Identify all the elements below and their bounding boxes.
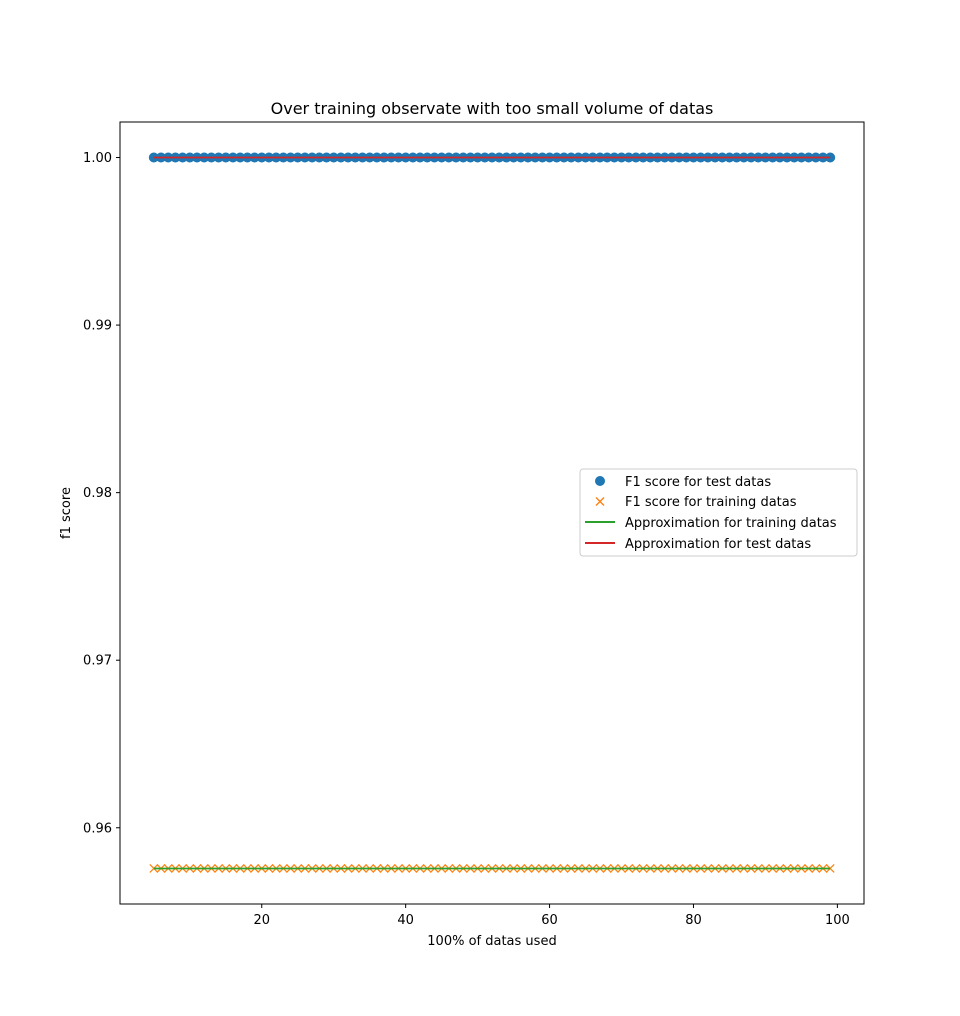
legend-label-training-approx: Approximation for training datas — [625, 516, 837, 531]
y-axis-label: f1 score — [59, 487, 74, 539]
series-layer — [148, 152, 836, 873]
x-tick-label: 80 — [685, 913, 702, 928]
y-tick-label: 1.00 — [83, 151, 112, 166]
x-tick-label: 100 — [825, 913, 850, 928]
legend-label-test-points: F1 score for test datas — [625, 475, 771, 490]
y-tick-label: 0.96 — [83, 821, 112, 836]
legend-marker-training-points — [595, 497, 605, 506]
y-tick-label: 0.97 — [83, 654, 112, 669]
x-axis-label: 100% of datas used — [427, 934, 556, 949]
legend-label-test-approx: Approximation for test datas — [625, 537, 811, 552]
x-tick-label: 40 — [397, 913, 414, 928]
x-tick-label: 60 — [541, 913, 558, 928]
legend-label-training-points: F1 score for training datas — [625, 495, 797, 510]
legend-marker-test-points — [595, 476, 605, 486]
chart-title: Over training observate with too small v… — [271, 99, 714, 118]
y-tick-label: 0.98 — [83, 486, 112, 501]
y-tick-label: 0.99 — [83, 319, 112, 334]
x-tick-label: 20 — [253, 913, 270, 928]
plot-frame — [119, 121, 865, 905]
axes-layer: 20 40 60 80 100 0.96 0.97 0.98 0.99 1.00 — [83, 151, 850, 928]
legend: F1 score for test datas F1 score for tra… — [579, 468, 858, 557]
legend-box — [579, 468, 858, 557]
